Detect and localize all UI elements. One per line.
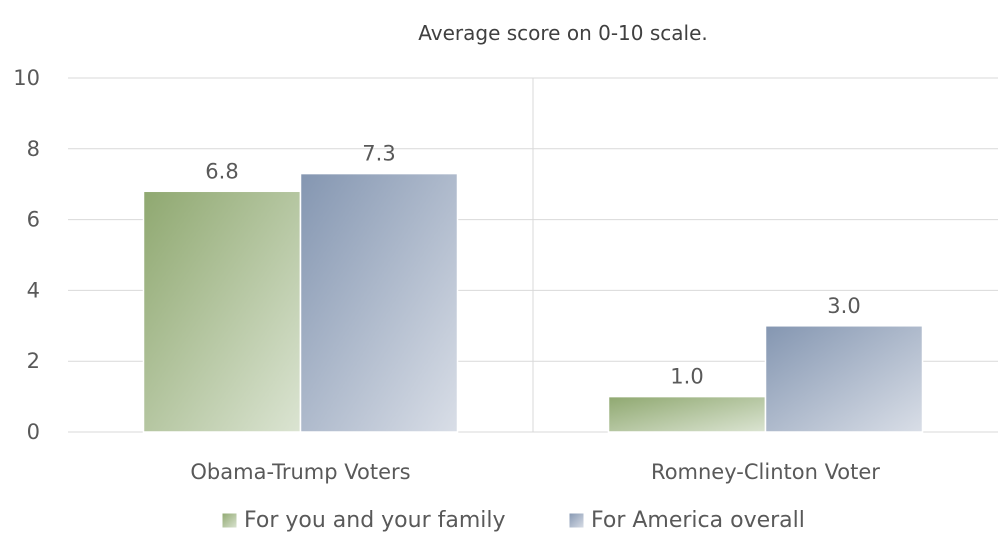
legend-label: For America overall xyxy=(591,508,805,533)
y-axis-ticks: 0 2 4 6 8 10 xyxy=(13,66,40,444)
x-axis-categories: Obama-Trump Voters Romney-Clinton Voter xyxy=(190,460,880,484)
data-label: 6.8 xyxy=(205,159,238,183)
bar-family-romney-clinton xyxy=(607,395,767,433)
y-tick-label: 10 xyxy=(13,66,40,90)
legend: For you and your family For America overa… xyxy=(221,508,805,533)
bars xyxy=(142,172,924,433)
legend-swatch xyxy=(568,512,585,529)
data-label: 7.3 xyxy=(362,142,395,166)
y-tick-label: 2 xyxy=(27,349,40,373)
data-label: 3.0 xyxy=(827,294,860,318)
y-tick-label: 6 xyxy=(27,208,40,232)
bar-family-obama-trump xyxy=(142,190,302,433)
legend-swatch xyxy=(221,512,238,529)
data-label: 1.0 xyxy=(670,365,703,389)
bar-america-romney-clinton xyxy=(764,325,924,433)
y-tick-label: 4 xyxy=(27,278,40,302)
x-category-label: Romney-Clinton Voter xyxy=(651,460,880,484)
y-tick-label: 8 xyxy=(27,137,40,161)
bar-america-obama-trump xyxy=(299,172,459,433)
x-category-label: Obama-Trump Voters xyxy=(190,460,410,484)
legend-label: For you and your family xyxy=(244,508,506,533)
chart-title: Average score on 0-10 scale. xyxy=(418,21,708,45)
data-labels: 6.8 7.3 1.0 3.0 xyxy=(205,142,860,389)
y-tick-label: 0 xyxy=(27,420,40,444)
